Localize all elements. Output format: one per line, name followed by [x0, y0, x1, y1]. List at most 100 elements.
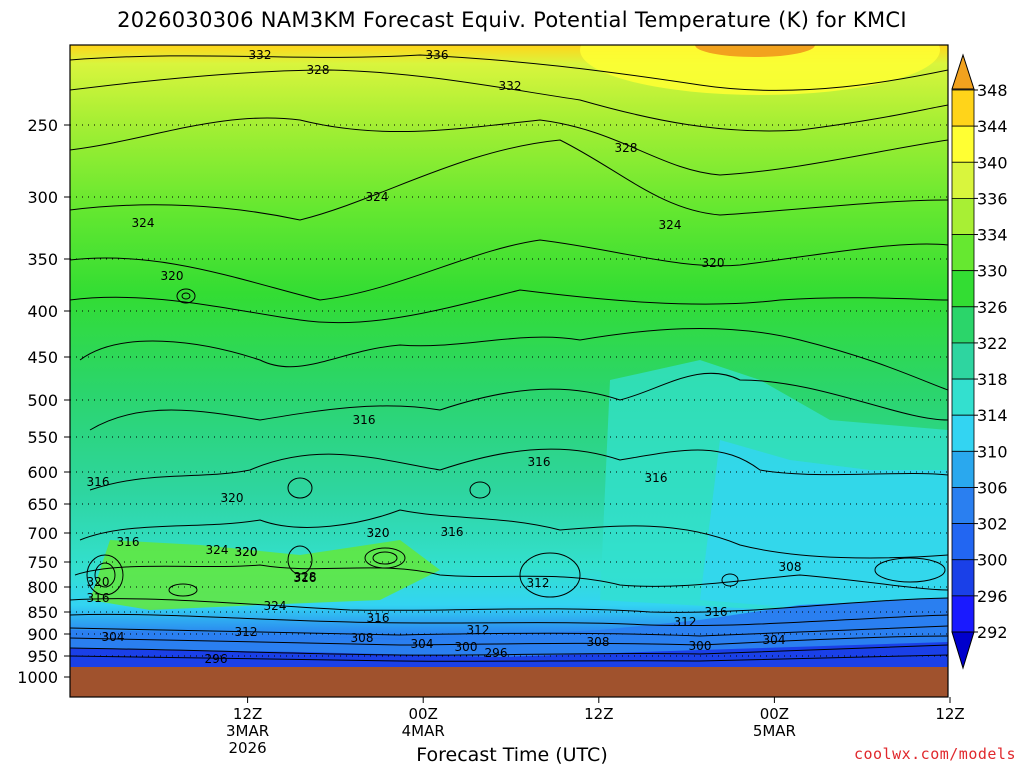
contour-label: 324: [132, 216, 155, 230]
colorbar-swatch: [951, 378, 975, 416]
contour-loop: [181, 292, 191, 300]
colorbar-swatch: [951, 234, 975, 272]
y-tick-label: 900: [27, 625, 58, 644]
colorbar-swatch: [951, 197, 975, 235]
contour-label: 304: [763, 633, 786, 647]
colorbar-label: 322: [977, 334, 1008, 353]
contour-label: 316: [705, 605, 728, 619]
ground-layer: [70, 667, 948, 697]
contour-label: 328: [307, 63, 330, 77]
y-tick-label: 850: [27, 603, 58, 622]
colorbar-swatch: [951, 342, 975, 380]
warm-region-upper: [580, 45, 940, 95]
contour-loop: [176, 288, 196, 304]
contour-label: 324: [366, 190, 389, 204]
chart-title: 2026030306 NAM3KM Forecast Equiv. Potent…: [117, 8, 907, 32]
contour-label: 324: [659, 218, 682, 232]
contour-loop: [519, 552, 581, 598]
contour-label: 316: [645, 471, 668, 485]
gridlines: [70, 124, 948, 657]
contour-line: [70, 597, 948, 613]
colorbar: 348 344 340 336 334 330 326 322 318 314 310 306 302 3…: [951, 53, 1008, 670]
contour-line: [70, 69, 948, 132]
x-tick-label: 5MAR: [753, 722, 796, 740]
contour-label: 328: [615, 141, 638, 155]
x-tick-label: 00Z: [409, 705, 438, 723]
contour-label: 316: [353, 413, 376, 427]
x-tick-label: 12Z: [233, 705, 262, 723]
contour-label: 320: [161, 269, 184, 283]
contour-label: 312: [674, 615, 697, 629]
contour-label: 316: [87, 475, 110, 489]
y-tick-label: 650: [27, 495, 58, 514]
contour-loop: [721, 573, 739, 587]
colorbar-swatch: [951, 414, 975, 452]
contour-label: 320: [702, 256, 725, 270]
contour-line: [70, 117, 948, 176]
colorbar-top-arrow: [951, 53, 975, 90]
contour-label: 308: [779, 560, 802, 574]
contour-line: [70, 289, 948, 324]
colorbar-label: 340: [977, 153, 1008, 172]
contour-label: 296: [205, 652, 228, 666]
y-tick-label: 350: [27, 250, 58, 269]
contour-loop: [168, 583, 198, 597]
y-tick-label: 400: [27, 302, 58, 321]
contour-label: 320: [367, 526, 390, 540]
contour-line: [79, 327, 948, 391]
contour-label: 320: [87, 575, 110, 589]
contour-label: 320: [221, 491, 244, 505]
contour-loop: [469, 481, 491, 499]
contour-label: 320: [235, 545, 258, 559]
colorbar-label: 326: [977, 298, 1008, 317]
contour-loop: [372, 551, 398, 565]
contour-label: 316: [294, 571, 317, 585]
colorbar-label: 306: [977, 478, 1008, 497]
colorbar-swatch: [951, 125, 975, 163]
y-tick-label: 950: [27, 647, 58, 666]
contour-loop: [364, 547, 406, 569]
colorbar-label: 310: [977, 442, 1008, 461]
colorbar-label: 300: [977, 551, 1008, 570]
contour-line: [70, 635, 948, 646]
contour-label: 308: [351, 631, 374, 645]
contour-label: 336: [426, 48, 449, 62]
contour-line: [70, 139, 948, 221]
colorbar-label: 334: [977, 226, 1008, 245]
colorbar-swatch: [951, 595, 975, 633]
contour-line: [70, 239, 948, 301]
contour-label: 316: [528, 455, 551, 469]
colorbar-swatch: [951, 161, 975, 199]
contour-loop: [94, 562, 116, 588]
y-tick-label: 500: [27, 391, 58, 410]
colorbar-swatch: [951, 559, 975, 597]
colorbar-label: 296: [977, 587, 1008, 606]
warm-core-upper: [695, 45, 815, 57]
y-tick-label: 600: [27, 463, 58, 482]
colorbar-swatch: [951, 89, 975, 127]
contour-loop: [86, 554, 124, 596]
y-tick-label: 800: [27, 578, 58, 597]
contour-label: 324: [206, 543, 229, 557]
contour-label: 316: [367, 611, 390, 625]
cool-region-right: [700, 440, 948, 620]
colorbar-label: 318: [977, 370, 1008, 389]
contour-label: 328: [294, 570, 317, 584]
colorbar-bottom-arrow: [951, 631, 975, 670]
contour-label: 304: [411, 637, 434, 651]
contour-label: 316: [87, 591, 110, 605]
colorbar-swatch: [951, 523, 975, 561]
contour-label: 320: [235, 545, 258, 559]
colorbar-label: 344: [977, 117, 1008, 136]
contour-label: 296: [485, 646, 508, 660]
contour-label: 312: [527, 576, 550, 590]
contour-loop: [287, 477, 313, 499]
colorbar-swatch: [951, 450, 975, 488]
y-tick-label: 300: [27, 188, 58, 207]
contour-label: 332: [499, 79, 522, 93]
contour-line: [89, 448, 948, 491]
y-tick-label: 450: [27, 348, 58, 367]
colorbar-swatch: [951, 270, 975, 308]
y-axis: 250 300 350 400 450 500 550 600 650 700 750 800 850 9…: [17, 116, 70, 687]
